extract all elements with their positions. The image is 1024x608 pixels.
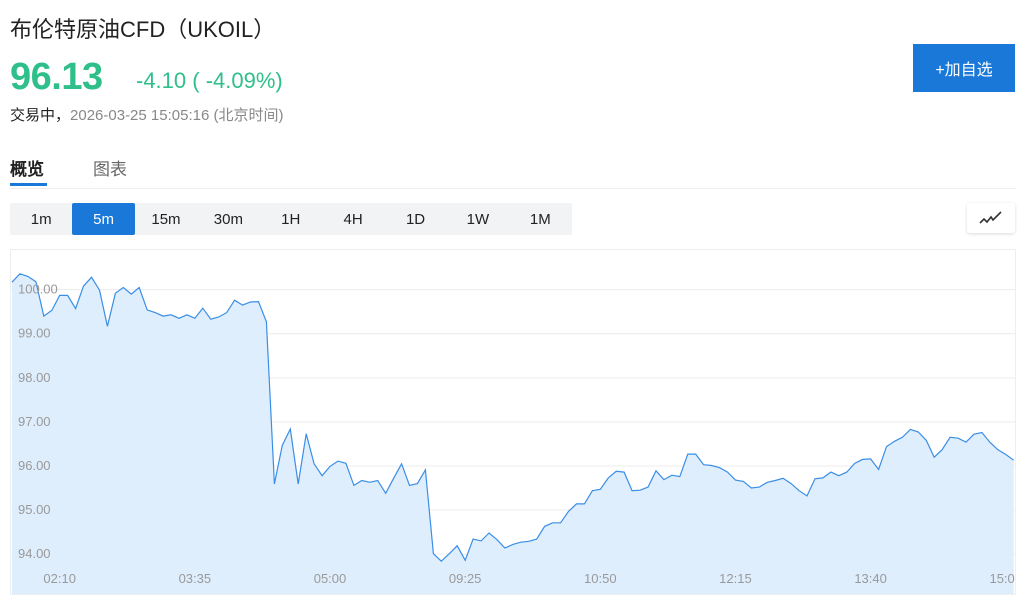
add-to-watchlist-button[interactable]: +加自选	[913, 44, 1015, 92]
status-text: 交易中，	[10, 107, 71, 124]
price-line	[11, 273, 1015, 563]
interval-1h[interactable]: 1H	[281, 210, 301, 228]
interval-1m[interactable]: 1m	[30, 210, 52, 228]
price-change: -4.10 ( -4.09%)	[136, 68, 283, 93]
x-tick-label: 09:25	[449, 571, 482, 586]
tab-chart[interactable]: 图表	[93, 160, 127, 179]
interval-1d[interactable]: 1D	[405, 210, 426, 228]
y-tick-label: 96.00	[18, 458, 51, 473]
x-tick-label: 10:50	[584, 571, 617, 586]
y-tick-label: 97.00	[18, 414, 51, 429]
interval-selector: 1m 5m 15m 30m 1H 4H 1D 1W 1M	[10, 203, 572, 235]
interval-1mo[interactable]: 1M	[529, 210, 551, 228]
x-tick-label: 02:10	[43, 571, 76, 586]
y-tick-label: 100.00	[18, 282, 58, 297]
x-tick-label: 12:15	[719, 571, 752, 586]
x-tick-label: 15:05	[989, 571, 1016, 586]
y-tick-label: 98.00	[18, 370, 51, 385]
x-tick-label: 05:00	[314, 571, 347, 586]
interval-5m[interactable]: 5m	[72, 203, 135, 235]
trading-status: 交易中，2026-03-25 15:05:16 (北京时间)	[10, 104, 283, 125]
tab-overview[interactable]: 概览	[10, 155, 47, 186]
y-tick-label: 94.00	[18, 546, 51, 561]
tab-bar: 概览 图表	[10, 150, 1016, 189]
price-chart[interactable]: 94.00 95.00 96.00 97.00 98.00 99.00 100.00 02:1…	[10, 249, 1016, 595]
interval-1w[interactable]: 1W	[466, 210, 490, 228]
y-tick-label: 99.00	[18, 326, 51, 341]
x-tick-label: 13:40	[854, 571, 887, 586]
line-chart-icon	[979, 211, 1002, 224]
instrument-title: 布伦特原油CFD（UKOIL）	[10, 17, 276, 42]
price-chart-svg: 94.00 95.00 96.00 97.00 98.00 99.00 100.00 02:1…	[11, 273, 1016, 594]
timestamp: 2026-03-25 15:05:16 (北京时间)	[70, 107, 284, 124]
last-price: 96.13	[10, 56, 103, 98]
interval-15m[interactable]: 15m	[151, 210, 181, 228]
x-tick-label: 03:35	[179, 571, 212, 586]
price-area	[12, 273, 1014, 594]
interval-4h[interactable]: 4H	[343, 210, 363, 228]
chart-type-button[interactable]	[967, 203, 1015, 233]
y-tick-label: 95.00	[18, 502, 51, 517]
interval-30m[interactable]: 30m	[213, 210, 243, 228]
